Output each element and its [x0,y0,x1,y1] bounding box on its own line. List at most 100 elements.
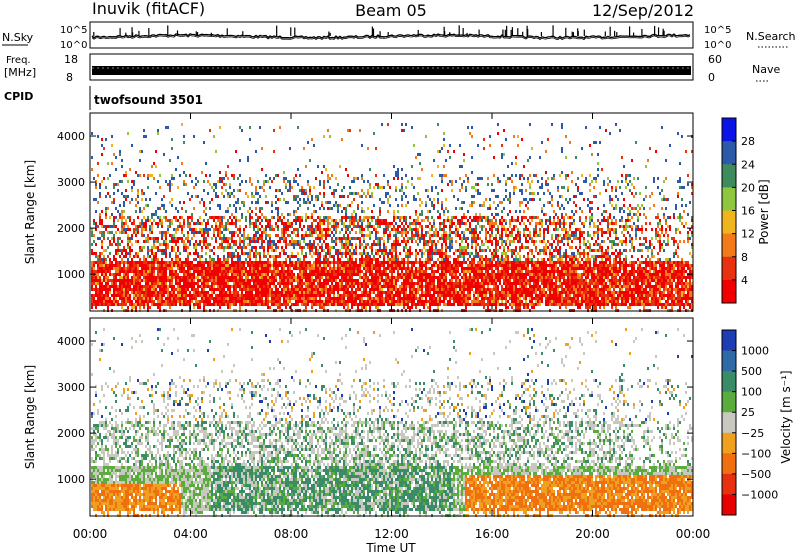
heatmap-cell [165,273,167,276]
heatmap-cell [223,303,225,306]
heatmap-cell [433,300,435,303]
heatmap-cell [281,234,283,237]
heatmap-cell [451,243,453,246]
heatmap-cell [325,303,327,306]
heatmap-cell [337,210,339,213]
heatmap-cell [403,276,405,279]
heatmap-cell [135,303,137,306]
heatmap-cell [213,252,215,255]
heatmap-cell [371,252,373,255]
heatmap-cell [391,294,393,297]
heatmap-cell [429,252,431,255]
heatmap-cell [135,225,137,228]
heatmap-cell [285,183,287,186]
heatmap-cell [277,228,279,231]
heatmap-cell [303,291,305,294]
heatmap-cell [289,291,291,294]
heatmap-cell [377,264,379,267]
heatmap-cell [269,228,271,231]
heatmap-cell [267,285,269,288]
heatmap-cell [409,261,411,264]
heatmap-cell [437,306,439,309]
heatmap-cell [389,294,391,297]
heatmap-cell [197,180,199,183]
heatmap-cell [315,300,317,303]
heatmap-cell [335,270,337,273]
heatmap-cell [275,243,277,246]
heatmap-cell [367,243,369,246]
heatmap-cell [171,300,173,303]
heatmap-cell [323,303,325,306]
heatmap-cell [299,246,301,249]
heatmap-cell [421,237,423,240]
heatmap-cell [351,279,353,282]
heatmap-cell [315,246,317,249]
heatmap-cell [169,291,171,294]
heatmap-cell [391,297,393,300]
heatmap-cell [271,273,273,276]
heatmap-cell [447,150,449,153]
heatmap-cell [135,171,137,174]
heatmap-cell [403,303,405,306]
heatmap-cell [407,180,409,183]
heatmap-cell [251,216,253,219]
heatmap-cell [195,288,197,291]
heatmap-cell [411,177,413,180]
heatmap-cell [101,288,103,291]
heatmap-cell [443,270,445,273]
heatmap-cell [377,285,379,288]
heatmap-cell [381,186,383,189]
heatmap-cell [111,267,113,270]
heatmap-cell [235,225,237,228]
heatmap-cell [279,291,281,294]
heatmap-cell [377,270,379,273]
heatmap-cell [259,246,261,249]
heatmap-cell [195,294,197,297]
heatmap-cell [121,288,123,291]
heatmap-cell [367,303,369,306]
heatmap-cell [169,297,171,300]
heatmap-cell [227,246,229,249]
heatmap-cell [411,234,413,237]
heatmap-cell [393,177,395,180]
heatmap-cell [289,279,291,282]
heatmap-cell [419,294,421,297]
heatmap-cell [197,270,199,273]
heatmap-cell [441,282,443,285]
heatmap-cell [399,252,401,255]
heatmap-cell [405,234,407,237]
heatmap-cell [199,255,201,258]
heatmap-cell [221,240,223,243]
heatmap-cell [239,294,241,297]
heatmap-cell [133,231,135,234]
heatmap-cell [449,249,451,252]
heatmap-cell [185,291,187,294]
heatmap-cell [279,297,281,300]
heatmap-cell [161,300,163,303]
heatmap-cell [415,291,417,294]
heatmap-cell [155,303,157,306]
heatmap-cell [177,276,179,279]
heatmap-cell [187,267,189,270]
heatmap-cell [451,222,453,225]
heatmap-cell [387,255,389,258]
heatmap-cell [235,219,237,222]
heatmap-cell [357,297,359,300]
heatmap-cell [185,270,187,273]
heatmap-cell [369,294,371,297]
heatmap-cell [267,264,269,267]
heatmap-cell [397,237,399,240]
heatmap-cell [349,279,351,282]
heatmap-cell [285,273,287,276]
heatmap-cell [185,183,187,186]
heatmap-cell [111,285,113,288]
heatmap-cell [441,264,443,267]
heatmap-cell [253,240,255,243]
heatmap-cell [173,249,175,252]
heatmap-cell [443,144,445,147]
heatmap-cell [209,258,211,261]
heatmap-cell [93,276,95,279]
heatmap-cell [285,270,287,273]
heatmap-cell [159,294,161,297]
heatmap-cell [283,216,285,219]
